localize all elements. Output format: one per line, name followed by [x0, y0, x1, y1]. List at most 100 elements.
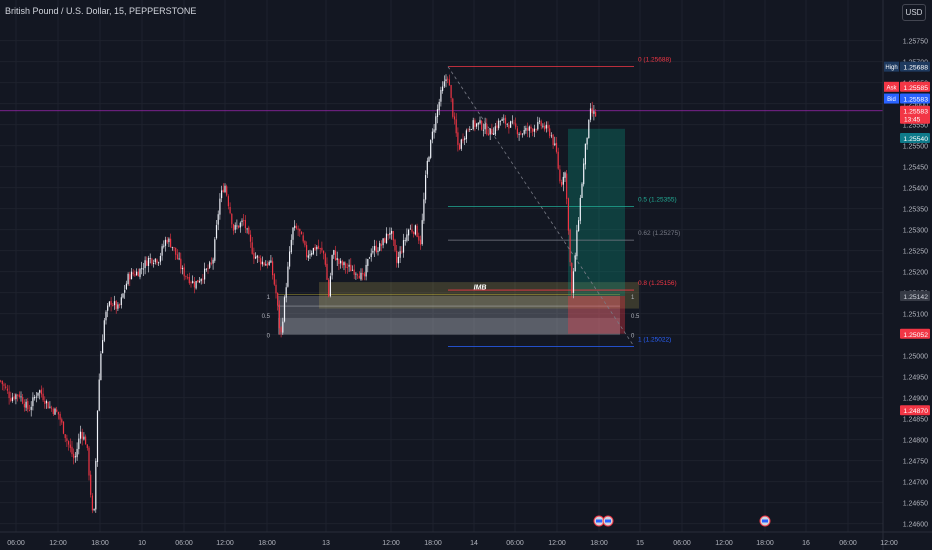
candle-body	[239, 222, 241, 228]
candle-body	[499, 120, 501, 122]
candle-body	[278, 304, 280, 329]
candle-body	[460, 139, 462, 149]
x-tick-label: 12:00	[715, 540, 733, 547]
x-tick-label: 18:00	[258, 540, 276, 547]
candle-body	[482, 129, 484, 131]
candle-body	[336, 258, 338, 261]
candle-body	[95, 460, 97, 510]
candle-body	[584, 143, 586, 165]
candle-body	[365, 264, 367, 277]
x-tick-label: 06:00	[7, 540, 25, 547]
candle-body	[190, 282, 192, 284]
candle-body	[550, 135, 552, 137]
zone-box-lower	[278, 317, 620, 335]
candle-body	[574, 255, 576, 272]
currency-button[interactable]: USD	[902, 4, 926, 21]
y-tick-label: 1.24700	[903, 480, 928, 487]
candle-body	[363, 273, 365, 277]
candle-body	[394, 239, 396, 251]
candle-body	[253, 253, 255, 259]
candle-body	[530, 126, 532, 129]
candle-body	[472, 120, 474, 130]
candle-body	[175, 247, 177, 255]
candle-body	[333, 250, 335, 255]
candle-body	[153, 263, 155, 265]
candle-body	[358, 275, 360, 279]
candle-body	[409, 228, 411, 230]
candle-body	[521, 133, 524, 135]
candle-body	[59, 413, 61, 420]
candle-body	[188, 276, 190, 284]
candle-body	[295, 226, 297, 229]
candle-body	[572, 271, 575, 293]
candle-body	[559, 169, 561, 182]
candle-body	[17, 394, 19, 396]
sl-label-value: 1.25052	[903, 332, 928, 339]
candle-body	[51, 407, 53, 409]
candle-body	[498, 120, 500, 129]
candle-body	[185, 276, 187, 277]
candle-body	[455, 119, 457, 134]
candle-body	[37, 392, 39, 396]
box-label: 1	[631, 295, 635, 301]
candle-body	[493, 133, 495, 135]
candle-body	[571, 263, 573, 294]
candle-body	[57, 411, 59, 415]
candle-body	[66, 438, 68, 441]
candle-body	[79, 431, 82, 439]
candle-body	[193, 281, 195, 288]
candle-body	[299, 228, 301, 232]
candle-body	[280, 327, 282, 333]
candle-body	[11, 397, 14, 401]
candle-body	[418, 236, 420, 241]
candle-body	[304, 240, 306, 246]
candle-body	[544, 126, 546, 130]
candle-body	[345, 263, 347, 268]
candle-body	[591, 108, 593, 114]
candle-body	[187, 277, 189, 279]
candle-body	[282, 321, 284, 333]
candle-body	[368, 257, 371, 259]
candle-body	[589, 108, 592, 120]
x-tick-label: 15	[636, 540, 644, 547]
candle-body	[338, 258, 340, 264]
candle-body	[516, 128, 518, 135]
candle-body	[168, 238, 170, 243]
candle-body	[501, 119, 503, 121]
candle-body	[355, 273, 357, 275]
tp-label	[900, 133, 930, 144]
y-tick-label: 1.24650	[903, 501, 928, 508]
candle-body	[586, 137, 588, 145]
candle-body	[578, 220, 580, 231]
candle-body	[375, 245, 377, 252]
candle-body	[452, 98, 454, 117]
candle-body	[326, 263, 328, 280]
candle-body	[255, 256, 257, 259]
candle-body	[467, 129, 469, 131]
candle-body	[389, 232, 391, 235]
candle-body	[28, 409, 31, 411]
candle-body	[263, 262, 265, 266]
candle-body	[576, 230, 578, 257]
y-tick-label: 1.24750	[903, 459, 928, 466]
candle-body	[457, 132, 459, 145]
candle-body	[428, 157, 430, 162]
bid-label-tag	[884, 93, 899, 104]
candle-body	[161, 246, 163, 256]
box-label: 0.5	[631, 314, 640, 320]
candle-body	[159, 256, 161, 262]
candle-body	[350, 264, 352, 272]
candle-body	[137, 271, 139, 277]
candle-body	[183, 267, 185, 277]
candle-body	[134, 274, 136, 276]
candle-body	[447, 78, 449, 80]
candle-body	[504, 117, 507, 124]
candle-body	[141, 268, 143, 270]
y-tick-label: 1.24850	[903, 417, 928, 424]
x-tick-label: 06:00	[673, 540, 691, 547]
candle-body	[433, 129, 435, 133]
candle-body	[535, 129, 537, 131]
candle-body	[443, 81, 445, 87]
